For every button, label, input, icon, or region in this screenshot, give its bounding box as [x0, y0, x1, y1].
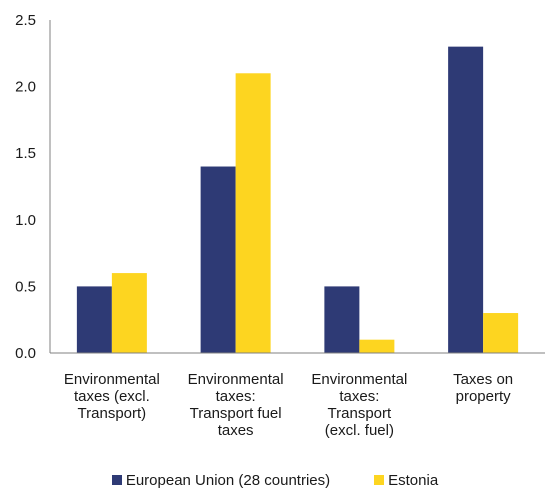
- x-category-label: Environmental taxes (excl. Transport): [64, 371, 160, 422]
- bar-chart: 0.00.51.01.52.02.5 Environmental taxes (e…: [15, 12, 545, 439]
- legend-swatch-estonia: [374, 475, 385, 485]
- legend-label-estonia: Estonia: [388, 471, 439, 489]
- y-tick-label: 2.0: [15, 79, 36, 96]
- bar-eu: [448, 46, 484, 353]
- y-tick-label: 2.5: [15, 12, 36, 29]
- y-axis: 0.0 0.5 1.0 1.5 2.0 2.5: [15, 12, 51, 362]
- legend-swatch-eu: [111, 475, 122, 485]
- legend-item-eu: European Union (28 countries): [111, 471, 331, 489]
- bar-estonia: [235, 73, 271, 353]
- x-category-label: Taxes on property: [453, 371, 513, 405]
- bar-eu: [200, 166, 236, 353]
- x-category-label-line: property: [456, 388, 512, 405]
- x-category-label-line: taxes (excl.: [74, 388, 150, 405]
- bar-estonia: [483, 313, 519, 353]
- bar-eu: [324, 286, 360, 353]
- x-category-label: Environmental taxes: Transport fuel taxes: [188, 371, 284, 439]
- y-tick-label: 1.0: [15, 212, 36, 229]
- bar-eu: [76, 286, 112, 353]
- y-tick-label: 1.5: [15, 145, 36, 162]
- bar-estonia: [111, 273, 147, 353]
- x-category-label-line: Environmental: [64, 371, 160, 388]
- x-category-label-line: Environmental: [188, 371, 284, 388]
- bars-group: [76, 46, 519, 353]
- x-category-label-line: Taxes on: [453, 371, 513, 388]
- y-tick-label: 0.5: [15, 278, 36, 295]
- legend: European Union (28 countries) Estonia: [0, 471, 550, 489]
- x-category-label-line: Transport): [78, 405, 147, 422]
- x-category-label-line: Transport: [328, 405, 392, 422]
- x-category-label-line: Transport fuel: [190, 405, 282, 422]
- x-category-label: Environmental taxes: Transport (excl. fuel): [311, 371, 407, 439]
- bar-estonia: [359, 339, 395, 353]
- legend-label-eu: European Union (28 countries): [125, 471, 331, 489]
- legend-item-estonia: Estonia: [374, 472, 438, 489]
- x-category-label-line: taxes: [218, 422, 254, 439]
- y-tick-label: 0.0: [15, 345, 36, 362]
- x-category-label-line: taxes:: [216, 388, 256, 405]
- x-axis: Environmental taxes (excl. Transport)Envir…: [50, 352, 545, 439]
- x-category-label-line: taxes:: [339, 388, 379, 405]
- x-category-label-line: Environmental: [311, 371, 407, 388]
- x-category-label-line: (excl. fuel): [325, 422, 394, 439]
